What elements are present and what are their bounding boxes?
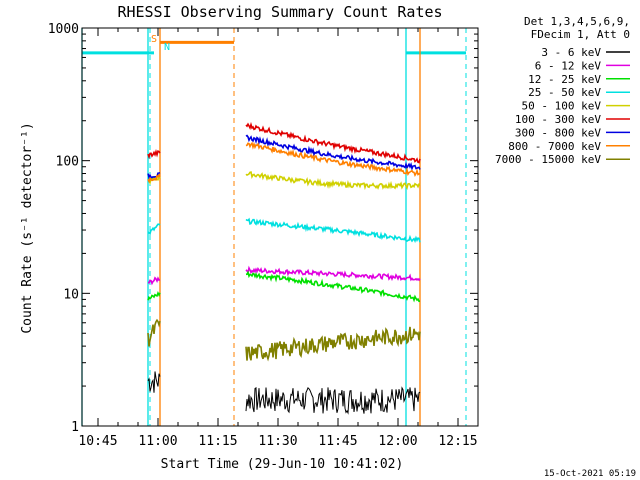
series-100-300 (147, 121, 421, 164)
chart-title: RHESSI Observing Summary Count Rates (117, 3, 442, 21)
night-flag-label: N (164, 42, 170, 53)
series-6-12 (147, 265, 421, 286)
x-tick-label: 12:00 (378, 434, 417, 449)
legend-label: 7000 - 15000 keV (495, 153, 601, 166)
y-tick-label: 1000 (48, 22, 79, 37)
x-tick-label: 10:45 (78, 434, 117, 449)
y-tick-label: 1 (71, 420, 79, 435)
x-axis-label: Start Time (29-Jun-10 10:41:02) (161, 457, 404, 472)
series-line (147, 223, 161, 236)
series-50-100 (147, 171, 421, 191)
series-line (245, 134, 421, 172)
series-line (147, 173, 161, 184)
series-line (245, 326, 421, 362)
y-tick-label: 100 (56, 155, 79, 170)
plot-frame (81, 27, 479, 427)
legend-label: 300 - 800 keV (515, 126, 601, 139)
legend-label: 6 - 12 keV (535, 59, 602, 72)
series-line (147, 318, 161, 347)
series-line (147, 290, 161, 301)
legend-header-line-1: Det 1,3,4,5,6,9, (524, 15, 630, 28)
legend-label: 100 - 300 keV (515, 113, 601, 126)
series-line (147, 371, 161, 393)
x-tick-label: 11:00 (138, 434, 177, 449)
y-axis-label: Count Rate (s⁻¹ detector⁻¹) (20, 122, 35, 333)
series-800-7000 (147, 141, 421, 184)
legend-label: 3 - 6 keV (541, 46, 601, 59)
series-line (245, 141, 421, 177)
series-line (147, 276, 161, 286)
series-line (245, 270, 421, 303)
legend-label: 50 - 100 keV (522, 100, 602, 113)
series-3-6 (147, 371, 421, 415)
legend-header-line-2: FDecim 1, Att 0 (531, 28, 630, 41)
x-tick-label: 11:15 (198, 434, 237, 449)
series-line (245, 171, 421, 191)
series-12-25 (147, 270, 421, 303)
series-300-800 (147, 134, 421, 180)
legend-label: 12 - 25 keV (528, 73, 601, 86)
legend-label: 25 - 50 keV (528, 86, 601, 99)
series-line (245, 217, 421, 244)
footer-date: 15-Oct-2021 05:19 (544, 469, 636, 479)
y-tick-label: 10 (63, 287, 79, 302)
series-line (245, 265, 421, 282)
series-25-50 (147, 217, 421, 244)
x-tick-label: 11:30 (258, 434, 297, 449)
x-tick-label: 12:15 (438, 434, 477, 449)
series-line (147, 148, 161, 160)
series-line (245, 386, 421, 415)
series-line (245, 121, 421, 164)
saa-flag-label: S (151, 34, 157, 45)
legend-label: 800 - 7000 keV (508, 140, 601, 153)
series-7000-15000 (147, 318, 421, 362)
x-tick-label: 11:45 (318, 434, 357, 449)
series-line (147, 172, 161, 180)
plot-area: SN 1 10 100 1000 10:45 11:00 11:15 11:30 11:45 12:… (48, 22, 479, 449)
